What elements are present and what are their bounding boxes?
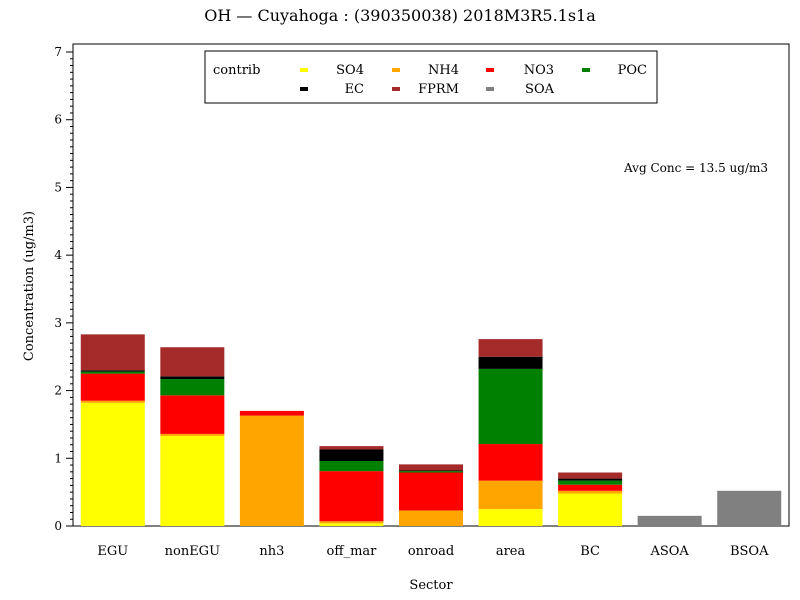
bar-segment-nh4 [399, 510, 463, 526]
bar-segment-no3 [239, 410, 304, 416]
y-tick-label: 0 [54, 519, 62, 533]
bar-segment-ec [80, 370, 145, 372]
legend-swatch-poc [582, 68, 590, 72]
bar-segment-fprm [478, 339, 543, 357]
bar-segment-poc [319, 460, 384, 472]
bars-layer [80, 334, 782, 526]
bar-segment-soa [717, 490, 782, 526]
legend-box [204, 50, 658, 104]
y-tick-label: 7 [54, 45, 62, 59]
legend-label-nh4: NH4 [428, 63, 459, 78]
y-tick-label: 1 [54, 451, 62, 465]
bar-segment-fprm [80, 334, 145, 371]
bar-segment-ec [319, 449, 384, 461]
x-axis-label: Sector [409, 578, 453, 593]
legend-label-no3: NO3 [524, 63, 554, 78]
y-tick-label: 3 [54, 316, 62, 330]
legend-label-fprm: FPRM [418, 82, 459, 97]
legend-title: contrib [213, 63, 260, 78]
bar-segment-ec [478, 356, 543, 369]
x-tick-label: nh3 [259, 544, 284, 559]
legend-label-ec: EC [345, 82, 364, 97]
y-tick-label: 4 [54, 248, 62, 262]
bar-segment-no3 [558, 484, 623, 491]
legend-swatch-ec [300, 87, 308, 91]
y-tick-label: 5 [54, 180, 62, 194]
bar-segment-no3 [399, 472, 463, 511]
x-tick-label: ASOA [649, 544, 689, 559]
legend-swatch-no3 [486, 68, 494, 72]
legend-label-so4: SO4 [336, 63, 364, 78]
bar-segment-no3 [319, 471, 384, 522]
bar-segment-so4 [319, 523, 384, 526]
bar-segment-ec [558, 478, 623, 481]
y-axis-label: Concentration (ug/m3) [22, 211, 37, 361]
bar-segment-so4 [80, 402, 145, 526]
bar-segment-so4 [478, 509, 543, 526]
x-tick-label: onroad [408, 544, 454, 559]
legend-swatch-fprm [392, 87, 400, 91]
x-tick-label: nonEGU [165, 544, 220, 559]
bar-segment-nh4 [80, 400, 145, 403]
bar-segment-soa [637, 515, 702, 526]
legend-swatch-nh4 [392, 68, 400, 72]
bar-segment-fprm [319, 446, 384, 450]
bar-segment-fprm [160, 347, 225, 377]
legend: contrib SO4 NH4 NO3 POC EC FPRM SOA [204, 50, 658, 104]
bar-segment-nh4 [239, 415, 304, 526]
x-tick-label: EGU [97, 544, 128, 559]
y-tick-label: 2 [54, 384, 62, 398]
bar-segment-no3 [160, 395, 225, 434]
legend-swatch-soa [486, 87, 494, 91]
bar-segment-so4 [558, 493, 623, 526]
bar-segment-nh4 [558, 490, 623, 494]
bar-segment-poc [399, 471, 463, 473]
bar-segment-ec [160, 376, 225, 380]
legend-swatch-so4 [300, 68, 308, 72]
chart-title: OH — Cuyahoga : (390350038) 2018M3R5.1s1… [204, 6, 596, 25]
x-tick-label: BC [580, 544, 600, 559]
legend-label-soa: SOA [525, 82, 555, 97]
x-tick-label: off_mar [327, 544, 378, 559]
bar-segment-poc [558, 480, 623, 485]
bar-segment-no3 [80, 373, 145, 401]
bar-segment-nh4 [160, 433, 225, 436]
y-tick-label: 6 [54, 113, 62, 127]
bar-segment-nh4 [319, 521, 384, 524]
x-tick-label: BSOA [730, 544, 769, 559]
bar-segment-poc [478, 368, 543, 445]
bar-segment-ec [399, 470, 463, 472]
bar-segment-nh4 [478, 480, 543, 510]
bar-segment-fprm [399, 464, 463, 471]
legend-label-poc: POC [618, 63, 647, 78]
x-axis: EGU nonEGU nh3 off_mar onroad area BC ASOA BSOA [97, 544, 769, 559]
bar-segment-fprm [558, 472, 623, 479]
avg-conc-annotation: Avg Conc = 13.5 ug/m3 [623, 161, 768, 175]
bar-segment-poc [80, 371, 145, 374]
bar-segment-poc [160, 379, 225, 396]
x-tick-label: area [496, 544, 526, 559]
y-axis: 0 1 2 3 4 5 6 7 [54, 45, 73, 533]
bar-segment-no3 [478, 444, 543, 481]
bar-segment-so4 [160, 435, 225, 526]
